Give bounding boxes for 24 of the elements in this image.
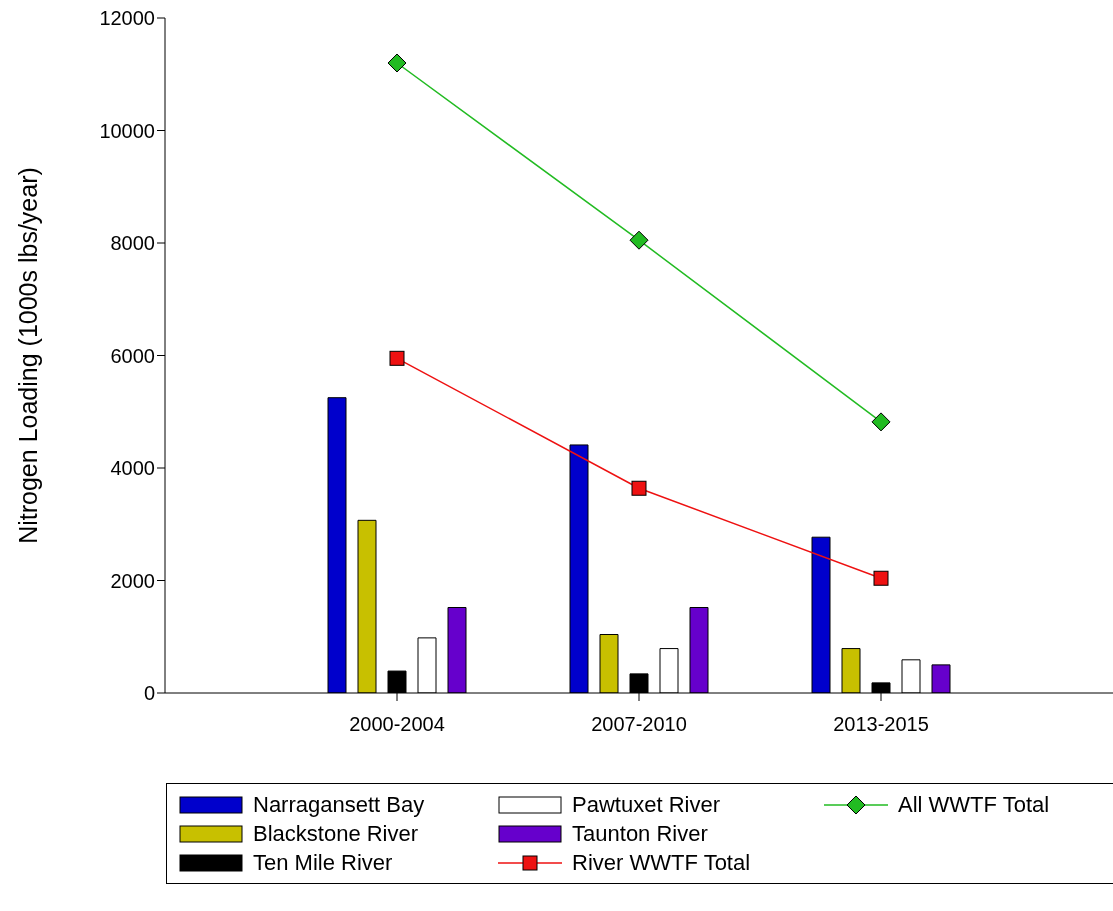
x-tick-label: 2013-2015 (833, 713, 929, 736)
y-tick-label: 6000 (110, 344, 155, 367)
y-tick-label: 2000 (110, 569, 155, 592)
legend-label: All WWTF Total (897, 791, 1050, 818)
point (631, 480, 647, 496)
point (629, 230, 649, 250)
legend-label: Ten Mile River (253, 849, 393, 876)
legend-label: Pawtuxet River (572, 791, 721, 818)
legend-label: Blackstone River (253, 820, 419, 847)
legend-label: Narragansett Bay (253, 791, 425, 818)
y-tick-label: 10000 (99, 119, 155, 142)
y-axis-title: Nitrogen Loading (1000s lbs/year) (13, 167, 42, 544)
point (389, 350, 405, 366)
point (871, 412, 891, 432)
x-tick-label: 2007-2010 (591, 713, 687, 736)
legend-label: Taunton River (572, 820, 708, 847)
x-tick-label: 2000-2004 (349, 713, 445, 736)
y-tick-label: 4000 (110, 457, 155, 480)
y-tick-label: 12000 (99, 7, 155, 30)
y-tick-label: 8000 (110, 232, 155, 255)
point (873, 570, 889, 586)
legend-label: River WWTF Total (572, 849, 751, 876)
y-tick-label: 0 (143, 682, 155, 705)
point (387, 53, 407, 73)
